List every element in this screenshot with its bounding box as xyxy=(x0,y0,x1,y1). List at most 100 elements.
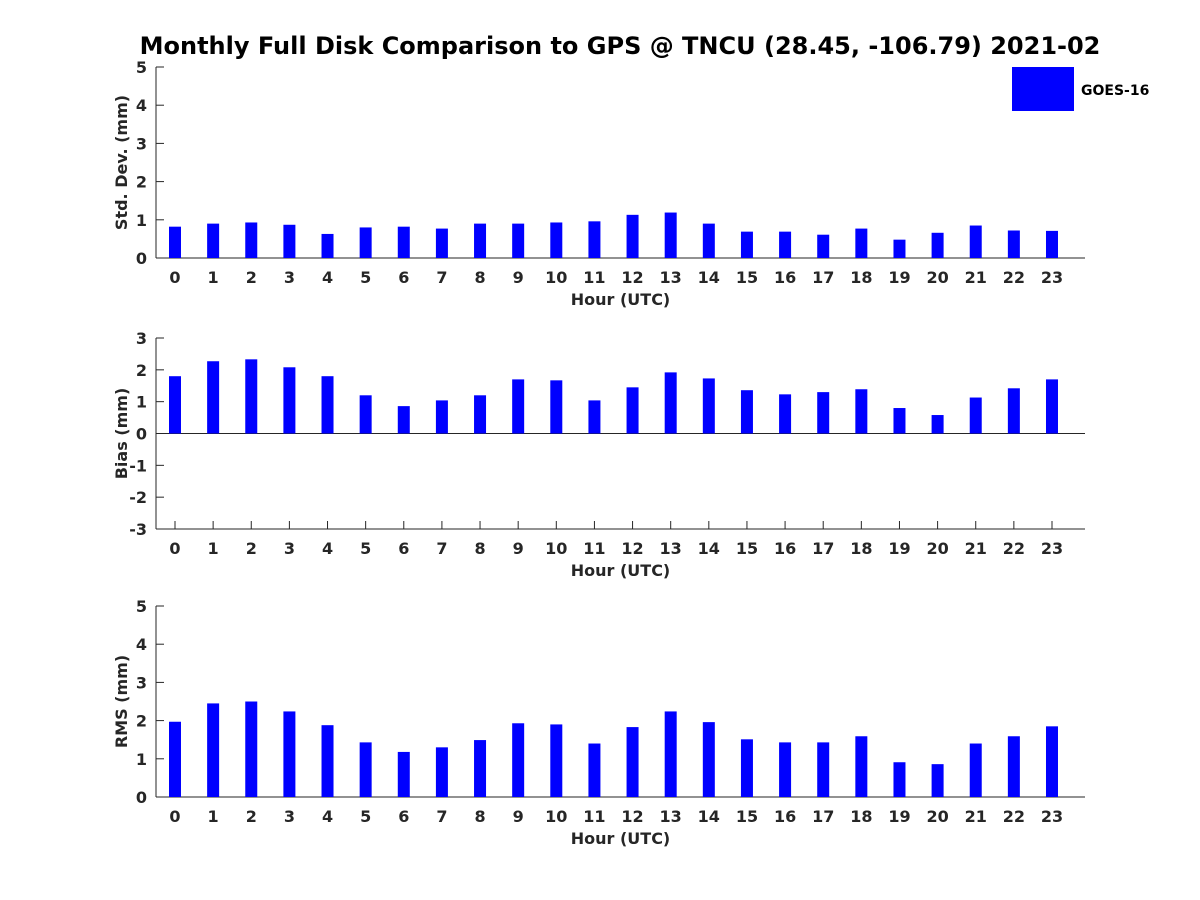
x-tick-label: 1 xyxy=(208,268,219,287)
bar-hour-12 xyxy=(626,727,639,797)
bar-hour-14 xyxy=(702,223,715,258)
bar-hour-3 xyxy=(283,367,296,434)
bar-hour-20 xyxy=(931,415,944,434)
y-tick-label: 2 xyxy=(136,712,147,731)
x-tick-label: 1 xyxy=(208,807,219,826)
x-tick-label: 14 xyxy=(698,539,720,558)
bar-hour-12 xyxy=(626,387,639,434)
bar-hour-18 xyxy=(855,389,868,434)
x-tick-label: 12 xyxy=(621,268,643,287)
bar-hour-15 xyxy=(740,231,753,258)
bar-hour-5 xyxy=(359,742,372,797)
x-tick-label: 1 xyxy=(208,539,219,558)
bar-hour-14 xyxy=(702,378,715,434)
y-tick-label: 3 xyxy=(136,329,147,348)
x-tick-label: 15 xyxy=(736,807,758,826)
x-tick-label: 23 xyxy=(1041,807,1063,826)
legend: GOES-16 xyxy=(1012,67,1149,111)
x-tick-label: 18 xyxy=(850,539,872,558)
x-tick-label: 16 xyxy=(774,268,796,287)
x-tick-label: 6 xyxy=(398,539,409,558)
x-tick-label: 4 xyxy=(322,268,333,287)
x-tick-label: 4 xyxy=(322,807,333,826)
bar-hour-12 xyxy=(626,214,639,258)
bar-hour-11 xyxy=(588,400,601,434)
bar-hour-21 xyxy=(969,225,982,258)
x-tick-label: 11 xyxy=(583,268,605,287)
bar-hour-18 xyxy=(855,228,868,258)
bar-hour-20 xyxy=(931,764,944,797)
bar-hour-15 xyxy=(740,739,753,797)
x-tick-label: 0 xyxy=(169,807,180,826)
x-tick-label: 9 xyxy=(513,268,524,287)
bar-hour-19 xyxy=(893,239,906,258)
figure-title: Monthly Full Disk Comparison to GPS @ TN… xyxy=(140,32,1101,60)
bar-hour-5 xyxy=(359,227,372,258)
bar-hour-7 xyxy=(435,228,448,258)
y-tick-label: 5 xyxy=(136,58,147,77)
y-axis-label: Std. Dev. (mm) xyxy=(112,95,131,230)
x-tick-label: 2 xyxy=(246,807,257,826)
bar-hour-13 xyxy=(664,212,677,258)
bar-hour-6 xyxy=(397,406,410,434)
bar-hour-23 xyxy=(1045,726,1058,797)
x-tick-label: 3 xyxy=(284,539,295,558)
bar-hour-13 xyxy=(664,372,677,434)
x-tick-label: 17 xyxy=(812,268,834,287)
x-tick-label: 13 xyxy=(660,807,682,826)
bar-hour-13 xyxy=(664,711,677,797)
x-tick-label: 17 xyxy=(812,539,834,558)
x-tick-label: 17 xyxy=(812,807,834,826)
bar-hour-2 xyxy=(245,359,258,434)
y-tick-label: -3 xyxy=(129,520,147,539)
bar-hour-11 xyxy=(588,743,601,797)
y-tick-label: -2 xyxy=(129,488,147,507)
bar-hour-10 xyxy=(550,222,563,258)
bar-hour-22 xyxy=(1007,736,1020,797)
bar-hour-1 xyxy=(207,361,220,434)
x-axis-label: Hour (UTC) xyxy=(571,290,671,309)
bar-hour-16 xyxy=(779,231,792,258)
x-tick-label: 8 xyxy=(474,268,485,287)
bar-hour-6 xyxy=(397,226,410,258)
y-tick-label: 3 xyxy=(136,134,147,153)
x-tick-label: 19 xyxy=(888,268,910,287)
x-tick-label: 11 xyxy=(583,807,605,826)
x-tick-label: 12 xyxy=(621,807,643,826)
bar-hour-4 xyxy=(321,376,334,434)
x-tick-label: 14 xyxy=(698,268,720,287)
x-tick-label: 5 xyxy=(360,268,371,287)
x-tick-label: 15 xyxy=(736,539,758,558)
y-axis-label: RMS (mm) xyxy=(112,655,131,748)
x-tick-label: 20 xyxy=(926,539,948,558)
bar-hour-3 xyxy=(283,711,296,797)
y-tick-label: 2 xyxy=(136,173,147,192)
x-tick-label: 19 xyxy=(888,539,910,558)
x-tick-label: 3 xyxy=(284,268,295,287)
bar-hour-7 xyxy=(435,400,448,434)
x-tick-label: 10 xyxy=(545,539,567,558)
bar-hour-1 xyxy=(207,223,220,258)
y-tick-label: -1 xyxy=(129,456,147,475)
y-tick-label: 0 xyxy=(136,249,147,268)
x-tick-label: 7 xyxy=(436,807,447,826)
bar-hour-1 xyxy=(207,703,220,797)
x-tick-label: 13 xyxy=(660,268,682,287)
y-tick-label: 0 xyxy=(136,425,147,444)
x-tick-label: 3 xyxy=(284,807,295,826)
x-tick-label: 18 xyxy=(850,807,872,826)
bar-hour-19 xyxy=(893,762,906,797)
x-tick-label: 9 xyxy=(513,539,524,558)
x-tick-label: 18 xyxy=(850,268,872,287)
bar-hour-9 xyxy=(512,223,525,258)
x-tick-label: 8 xyxy=(474,807,485,826)
bar-hour-16 xyxy=(779,394,792,434)
x-tick-label: 10 xyxy=(545,807,567,826)
x-tick-label: 22 xyxy=(1003,807,1025,826)
bar-hour-20 xyxy=(931,232,944,258)
bar-hour-11 xyxy=(588,221,601,258)
bar-hour-0 xyxy=(169,376,181,434)
x-tick-label: 4 xyxy=(322,539,333,558)
